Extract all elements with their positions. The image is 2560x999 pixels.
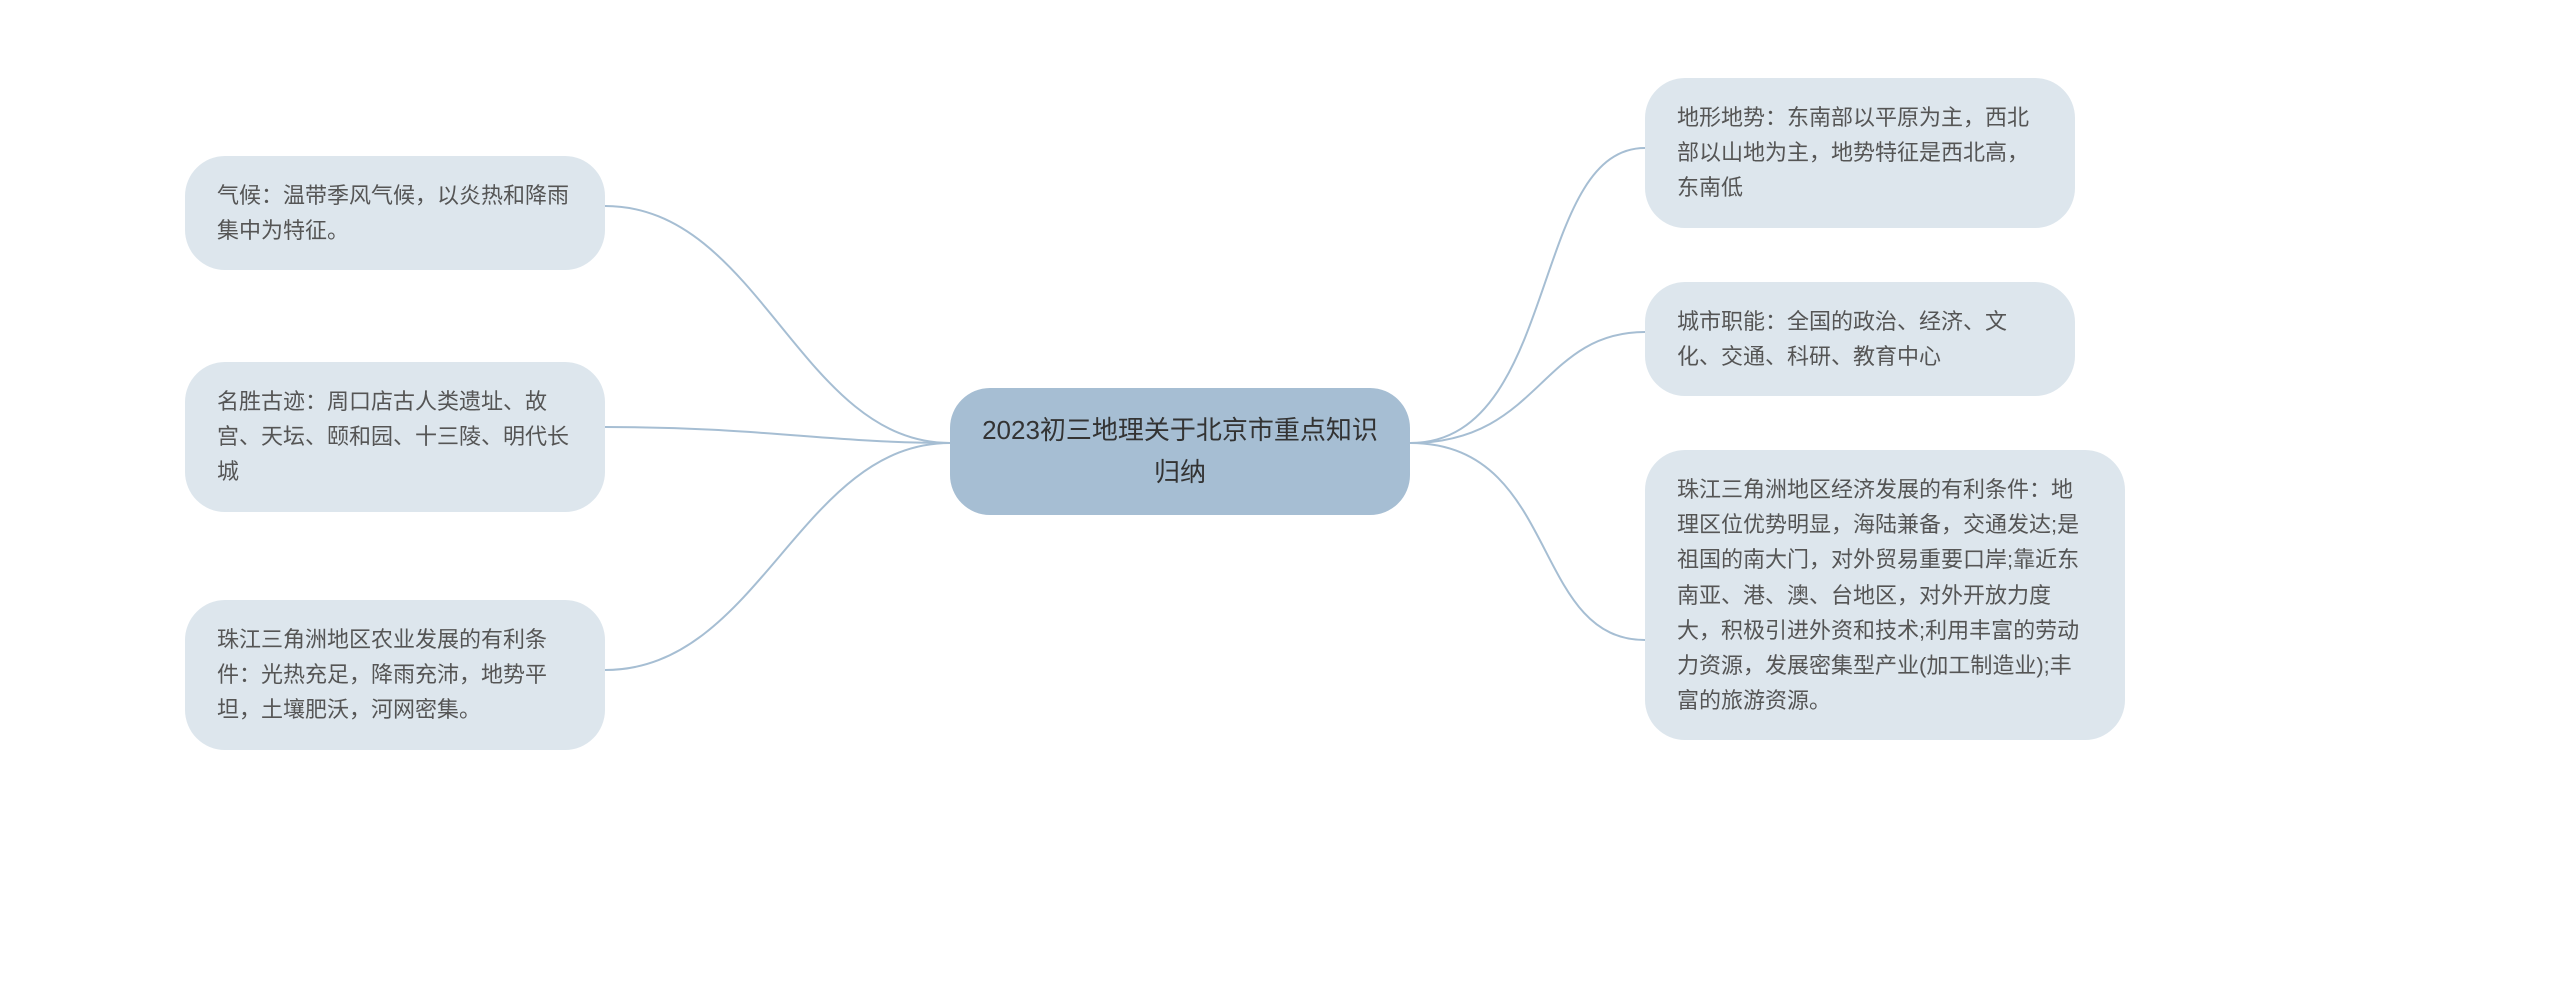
edge (605, 427, 950, 443)
edge (1410, 443, 1645, 640)
leaf-terrain: 地形地势：东南部以平原为主，西北部以山地为主，地势特征是西北高，东南低 (1645, 78, 2075, 228)
edge (1410, 148, 1645, 443)
edge (605, 443, 950, 670)
center-node: 2023初三地理关于北京市重点知识归纳 (950, 388, 1410, 515)
edge (605, 206, 950, 443)
leaf-prd-agri: 珠江三角洲地区农业发展的有利条件：光热充足，降雨充沛，地势平坦，土壤肥沃，河网密… (185, 600, 605, 750)
mindmap-canvas: 2023初三地理关于北京市重点知识归纳 气候：温带季风气候，以炎热和降雨集中为特… (0, 0, 2560, 999)
edge (1410, 332, 1645, 443)
leaf-climate: 气候：温带季风气候，以炎热和降雨集中为特征。 (185, 156, 605, 270)
leaf-prd-econ: 珠江三角洲地区经济发展的有利条件：地理区位优势明显，海陆兼备，交通发达;是祖国的… (1645, 450, 2125, 740)
leaf-sites: 名胜古迹：周口店古人类遗址、故宫、天坛、颐和园、十三陵、明代长城 (185, 362, 605, 512)
leaf-functions: 城市职能：全国的政治、经济、文化、交通、科研、教育中心 (1645, 282, 2075, 396)
